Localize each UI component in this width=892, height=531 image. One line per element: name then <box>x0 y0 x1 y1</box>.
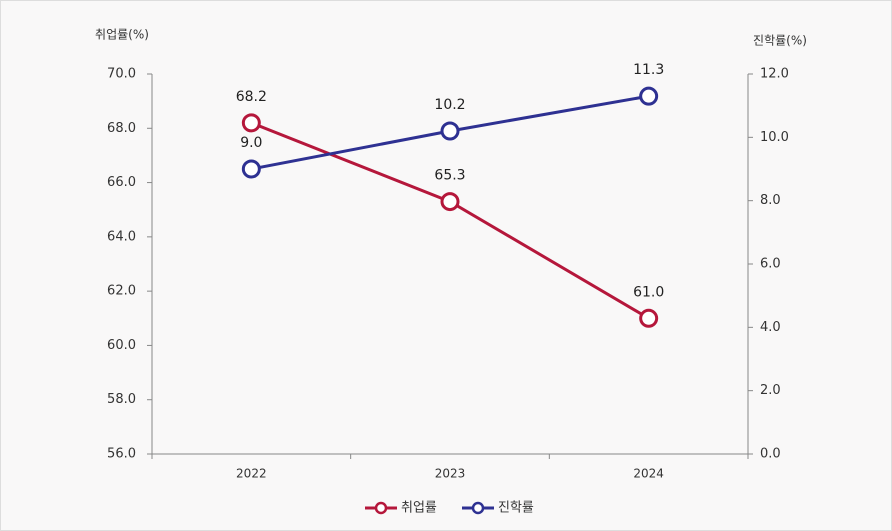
data-point <box>639 308 659 328</box>
legend-label: 진학률 <box>498 501 534 516</box>
data-label: 9.0 <box>240 135 262 151</box>
y2-tick-label: 12.0 <box>760 67 789 82</box>
y2-tick-label: 0.0 <box>760 447 781 462</box>
y2-tick-label: 2.0 <box>760 383 781 398</box>
y2-tick-label: 4.0 <box>760 320 781 335</box>
y2-tick-label: 10.0 <box>760 130 789 145</box>
y-tick-label: 68.0 <box>107 121 136 136</box>
data-label: 65.3 <box>434 168 465 184</box>
y-tick-label: 60.0 <box>107 338 136 353</box>
y2-tick-label: 6.0 <box>760 257 781 272</box>
data-point <box>241 159 261 179</box>
data-point <box>440 121 460 141</box>
y-axis-title: 취업률(%) <box>95 28 149 42</box>
x-tick-label: 2022 <box>236 467 267 481</box>
data-label: 10.2 <box>434 97 465 113</box>
x-tick-label: 2024 <box>633 467 664 481</box>
data-label: 68.2 <box>236 89 267 105</box>
y-tick-label: 66.0 <box>107 175 136 190</box>
y-tick-label: 58.0 <box>107 392 136 407</box>
y2-tick-label: 8.0 <box>760 193 781 208</box>
data-label: 11.3 <box>633 62 664 78</box>
legend-marker <box>374 501 388 515</box>
legend-label: 취업률 <box>401 501 437 516</box>
y-tick-label: 64.0 <box>107 229 136 244</box>
legend-marker <box>471 501 485 515</box>
x-tick-label: 2023 <box>435 467 466 481</box>
y-tick-label: 62.0 <box>107 284 136 299</box>
data-label: 61.0 <box>633 284 664 300</box>
data-point <box>639 86 659 106</box>
y2-axis-title: 진학률(%) <box>753 34 807 48</box>
y-tick-label: 70.0 <box>107 67 136 82</box>
data-point <box>440 192 460 212</box>
data-point <box>241 113 261 133</box>
y-tick-label: 56.0 <box>107 447 136 462</box>
